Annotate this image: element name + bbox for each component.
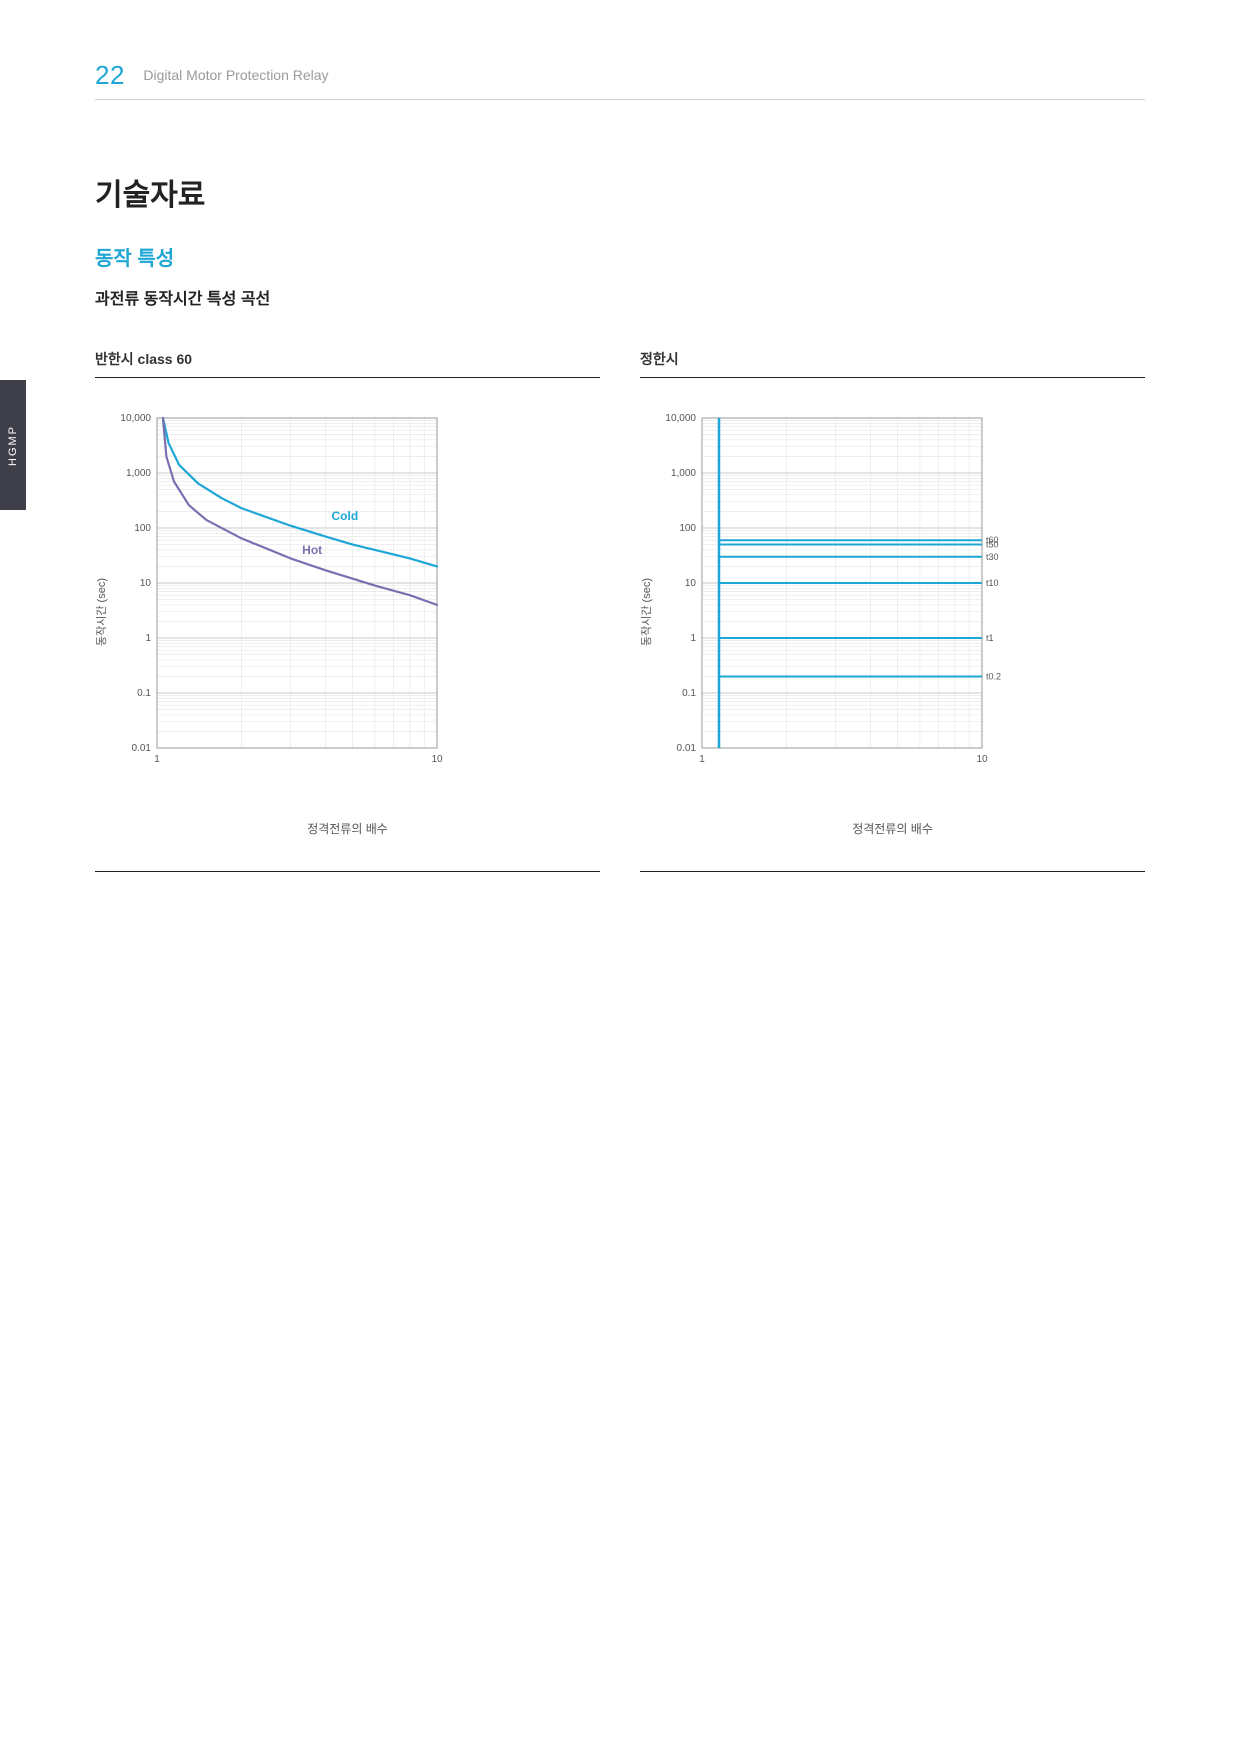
svg-text:1: 1 [145, 633, 151, 644]
svg-text:t30: t30 [986, 552, 999, 562]
svg-text:1,000: 1,000 [671, 468, 696, 479]
side-tab: HGMP [0, 380, 26, 510]
svg-text:t1: t1 [986, 633, 994, 643]
svg-text:1: 1 [690, 633, 696, 644]
svg-text:10: 10 [140, 578, 152, 589]
charts-row: 반한시 class 60 동작시간 (sec) 10,0001,00010010… [95, 349, 1145, 872]
svg-text:Cold: Cold [332, 509, 359, 523]
chart-right: 정한시 동작시간 (sec) 10,0001,0001001010.10.011… [640, 349, 1145, 872]
content: 기술자료 동작 특성 과전류 동작시간 특성 곡선 반한시 class 60 동… [95, 170, 1145, 872]
chart-right-svg: 10,0001,0001001010.10.01110t60t50t30t10t… [640, 412, 1022, 772]
svg-text:0.01: 0.01 [132, 743, 152, 754]
svg-text:0.1: 0.1 [682, 688, 696, 699]
svg-text:0.1: 0.1 [137, 688, 151, 699]
svg-text:1,000: 1,000 [126, 468, 151, 479]
svg-text:Hot: Hot [302, 543, 322, 557]
svg-text:10: 10 [431, 754, 443, 765]
chart-right-rule [640, 871, 1145, 872]
chart-right-title: 정한시 [640, 349, 1145, 378]
chart-left-title: 반한시 class 60 [95, 349, 600, 378]
page-header: 22 Digital Motor Protection Relay [95, 60, 1145, 100]
header-title: Digital Motor Protection Relay [143, 67, 328, 83]
chart-left-svg: 10,0001,0001001010.10.01110ColdHot [95, 412, 477, 772]
chart-left-xlabel: 정격전류의 배수 [95, 820, 600, 837]
svg-text:t10: t10 [986, 578, 999, 588]
svg-text:10,000: 10,000 [120, 413, 151, 424]
chart-left: 반한시 class 60 동작시간 (sec) 10,0001,00010010… [95, 349, 600, 872]
heading-1: 기술자료 [95, 170, 1145, 214]
chart-left-ylabel: 동작시간 (sec) [93, 578, 109, 646]
heading-3: 과전류 동작시간 특성 곡선 [95, 285, 1145, 309]
heading-2: 동작 특성 [95, 242, 1145, 271]
svg-text:0.01: 0.01 [677, 743, 697, 754]
chart-right-ylabel: 동작시간 (sec) [638, 578, 654, 646]
chart-right-xlabel: 정격전류의 배수 [640, 820, 1145, 837]
svg-text:t0.2: t0.2 [986, 671, 1001, 681]
svg-text:1: 1 [154, 754, 160, 765]
chart-left-area: 동작시간 (sec) 10,0001,0001001010.10.01110Co… [95, 412, 600, 812]
svg-text:10: 10 [685, 578, 697, 589]
svg-text:t50: t50 [986, 540, 999, 550]
svg-text:10: 10 [976, 754, 988, 765]
chart-right-area: 동작시간 (sec) 10,0001,0001001010.10.01110t6… [640, 412, 1145, 812]
svg-text:100: 100 [679, 523, 696, 534]
chart-left-rule [95, 871, 600, 872]
side-tab-label: HGMP [7, 425, 19, 466]
page-number: 22 [95, 60, 125, 90]
svg-text:1: 1 [699, 754, 705, 765]
svg-text:10,000: 10,000 [665, 413, 696, 424]
svg-text:100: 100 [134, 523, 151, 534]
page: 22 Digital Motor Protection Relay HGMP 기… [0, 0, 1240, 1754]
